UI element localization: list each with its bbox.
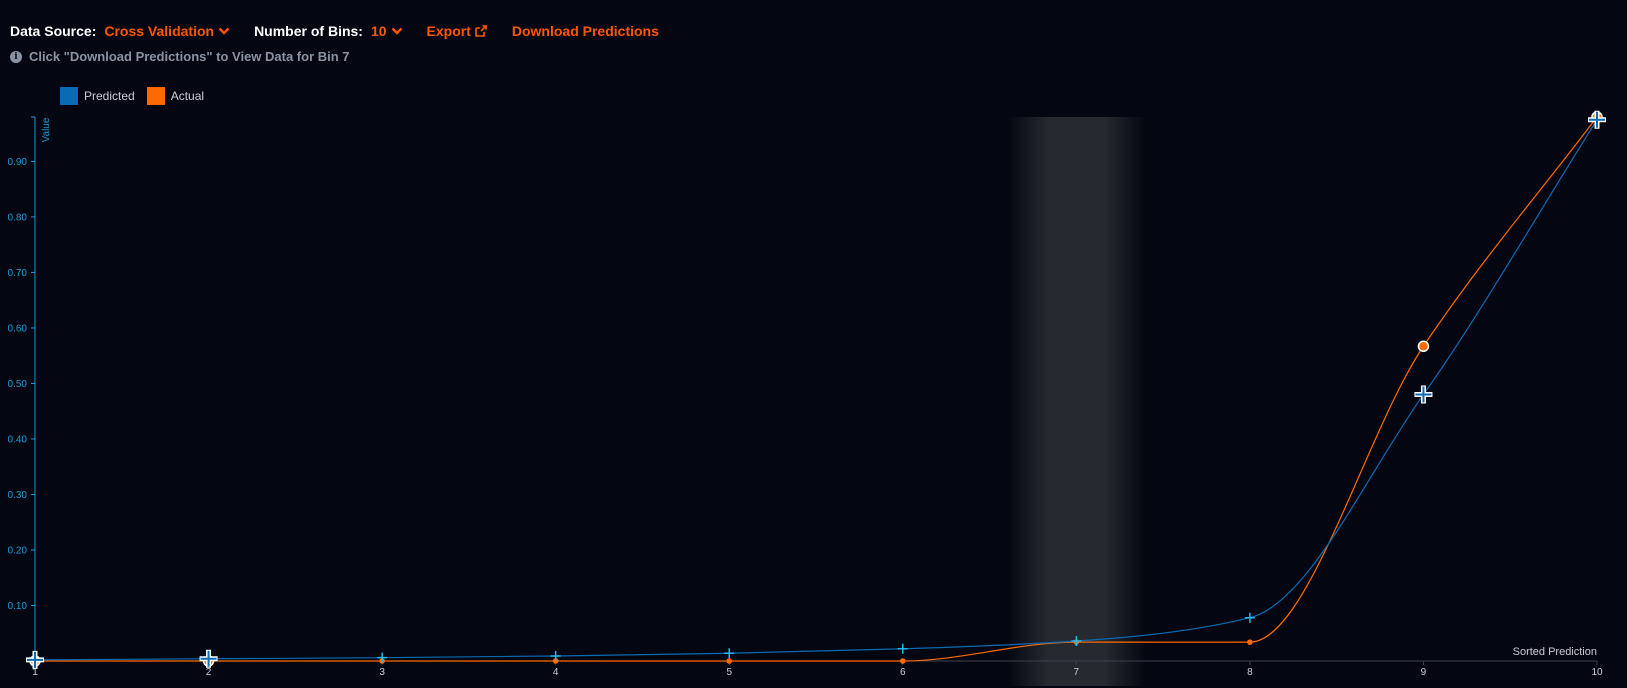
predicted-point xyxy=(199,649,218,668)
predicted-point xyxy=(1414,385,1433,404)
predicted-point-cross xyxy=(1071,636,1082,647)
predicted-point-cross xyxy=(1244,612,1255,623)
y-tick-label: 0.50 xyxy=(8,379,28,390)
predicted-point xyxy=(724,648,735,659)
legend-item-actual[interactable]: Actual xyxy=(146,87,205,105)
data-source-label: Data Source: xyxy=(10,23,97,39)
predicted-point-cross xyxy=(377,652,388,663)
x-tick-label: 4 xyxy=(553,667,559,678)
actual-point xyxy=(899,658,906,664)
y-tick-label: 0.80 xyxy=(8,212,28,223)
x-tick-label: 9 xyxy=(1421,667,1427,678)
data-source-group: Data Source: Cross Validation xyxy=(10,23,230,39)
predicted-point-cross xyxy=(1589,111,1605,128)
predicted-series-line xyxy=(34,119,1598,661)
highlighted-bin-band xyxy=(1006,117,1146,686)
predicted-point-cross xyxy=(724,648,735,659)
y-tick-label: 0.10 xyxy=(8,601,28,612)
x-axis-label: Sorted Prediction xyxy=(1513,646,1597,658)
download-group: Download Predictions xyxy=(512,23,659,39)
y-tick-label: 0.70 xyxy=(8,268,28,279)
predicted-point-cross xyxy=(897,643,908,654)
y-tick-label: 0.90 xyxy=(8,157,28,168)
y-tick-label: 0.60 xyxy=(8,323,28,334)
bins-value: 10 xyxy=(370,23,387,39)
legend-swatch-predicted xyxy=(60,87,78,105)
predicted-point-cross xyxy=(550,651,561,662)
x-tick-label: 6 xyxy=(900,667,906,678)
y-tick-label: 0.30 xyxy=(8,490,28,501)
x-tick-label: 3 xyxy=(379,667,385,678)
predicted-point xyxy=(550,651,561,662)
actual-point xyxy=(1417,340,1430,353)
y-tick-label: 0.40 xyxy=(8,434,28,445)
predicted-point xyxy=(1588,110,1606,129)
x-tick-label: 1 xyxy=(32,667,38,678)
x-tick-label: 7 xyxy=(1074,667,1080,678)
data-source-dropdown[interactable]: Cross Validation xyxy=(104,23,230,39)
toolbar: Data Source: Cross Validation Number of … xyxy=(10,20,683,42)
chevron-down-icon xyxy=(391,27,402,35)
legend: Predicted Actual xyxy=(60,87,216,105)
info-icon: i xyxy=(10,50,22,63)
actual-point xyxy=(1247,639,1253,645)
legend-label-actual: Actual xyxy=(170,89,205,103)
predicted-point xyxy=(1071,636,1082,647)
info-text: Click "Download Predictions" to View Dat… xyxy=(29,49,350,64)
actual-series-line xyxy=(35,116,1598,662)
predicted-point xyxy=(26,650,44,669)
legend-swatch-actual xyxy=(146,87,165,105)
download-predictions-button[interactable]: Download Predictions xyxy=(511,23,659,39)
bins-group: Number of Bins: 10 xyxy=(254,23,402,39)
predicted-point xyxy=(1244,612,1255,623)
predicted-point xyxy=(897,643,908,654)
x-tick-label: 2 xyxy=(206,667,212,678)
x-tick-label: 10 xyxy=(1591,667,1603,678)
chevron-down-icon xyxy=(218,27,230,35)
actual-point xyxy=(726,658,733,664)
info-message: i Click "Download Predictions" to View D… xyxy=(10,49,350,64)
predicted-point xyxy=(377,652,388,663)
legend-item-predicted[interactable]: Predicted xyxy=(60,87,135,105)
y-tick-label: 0.20 xyxy=(8,545,28,556)
bins-dropdown[interactable]: 10 xyxy=(371,23,403,39)
external-link-icon xyxy=(475,25,487,37)
data-source-value: Cross Validation xyxy=(104,23,215,39)
legend-label-predicted: Predicted xyxy=(84,89,135,103)
export-group: Export xyxy=(427,23,488,39)
export-button[interactable]: Export xyxy=(427,23,488,39)
x-tick-label: 5 xyxy=(726,667,732,678)
export-label: Export xyxy=(426,23,471,39)
y-axis-label: Value xyxy=(41,117,52,142)
predicted-point-cross xyxy=(200,650,217,667)
predicted-point-cross xyxy=(1415,386,1432,403)
bins-label: Number of Bins: xyxy=(254,23,363,39)
predicted-point-cross xyxy=(27,651,43,668)
x-tick-label: 8 xyxy=(1247,667,1253,678)
